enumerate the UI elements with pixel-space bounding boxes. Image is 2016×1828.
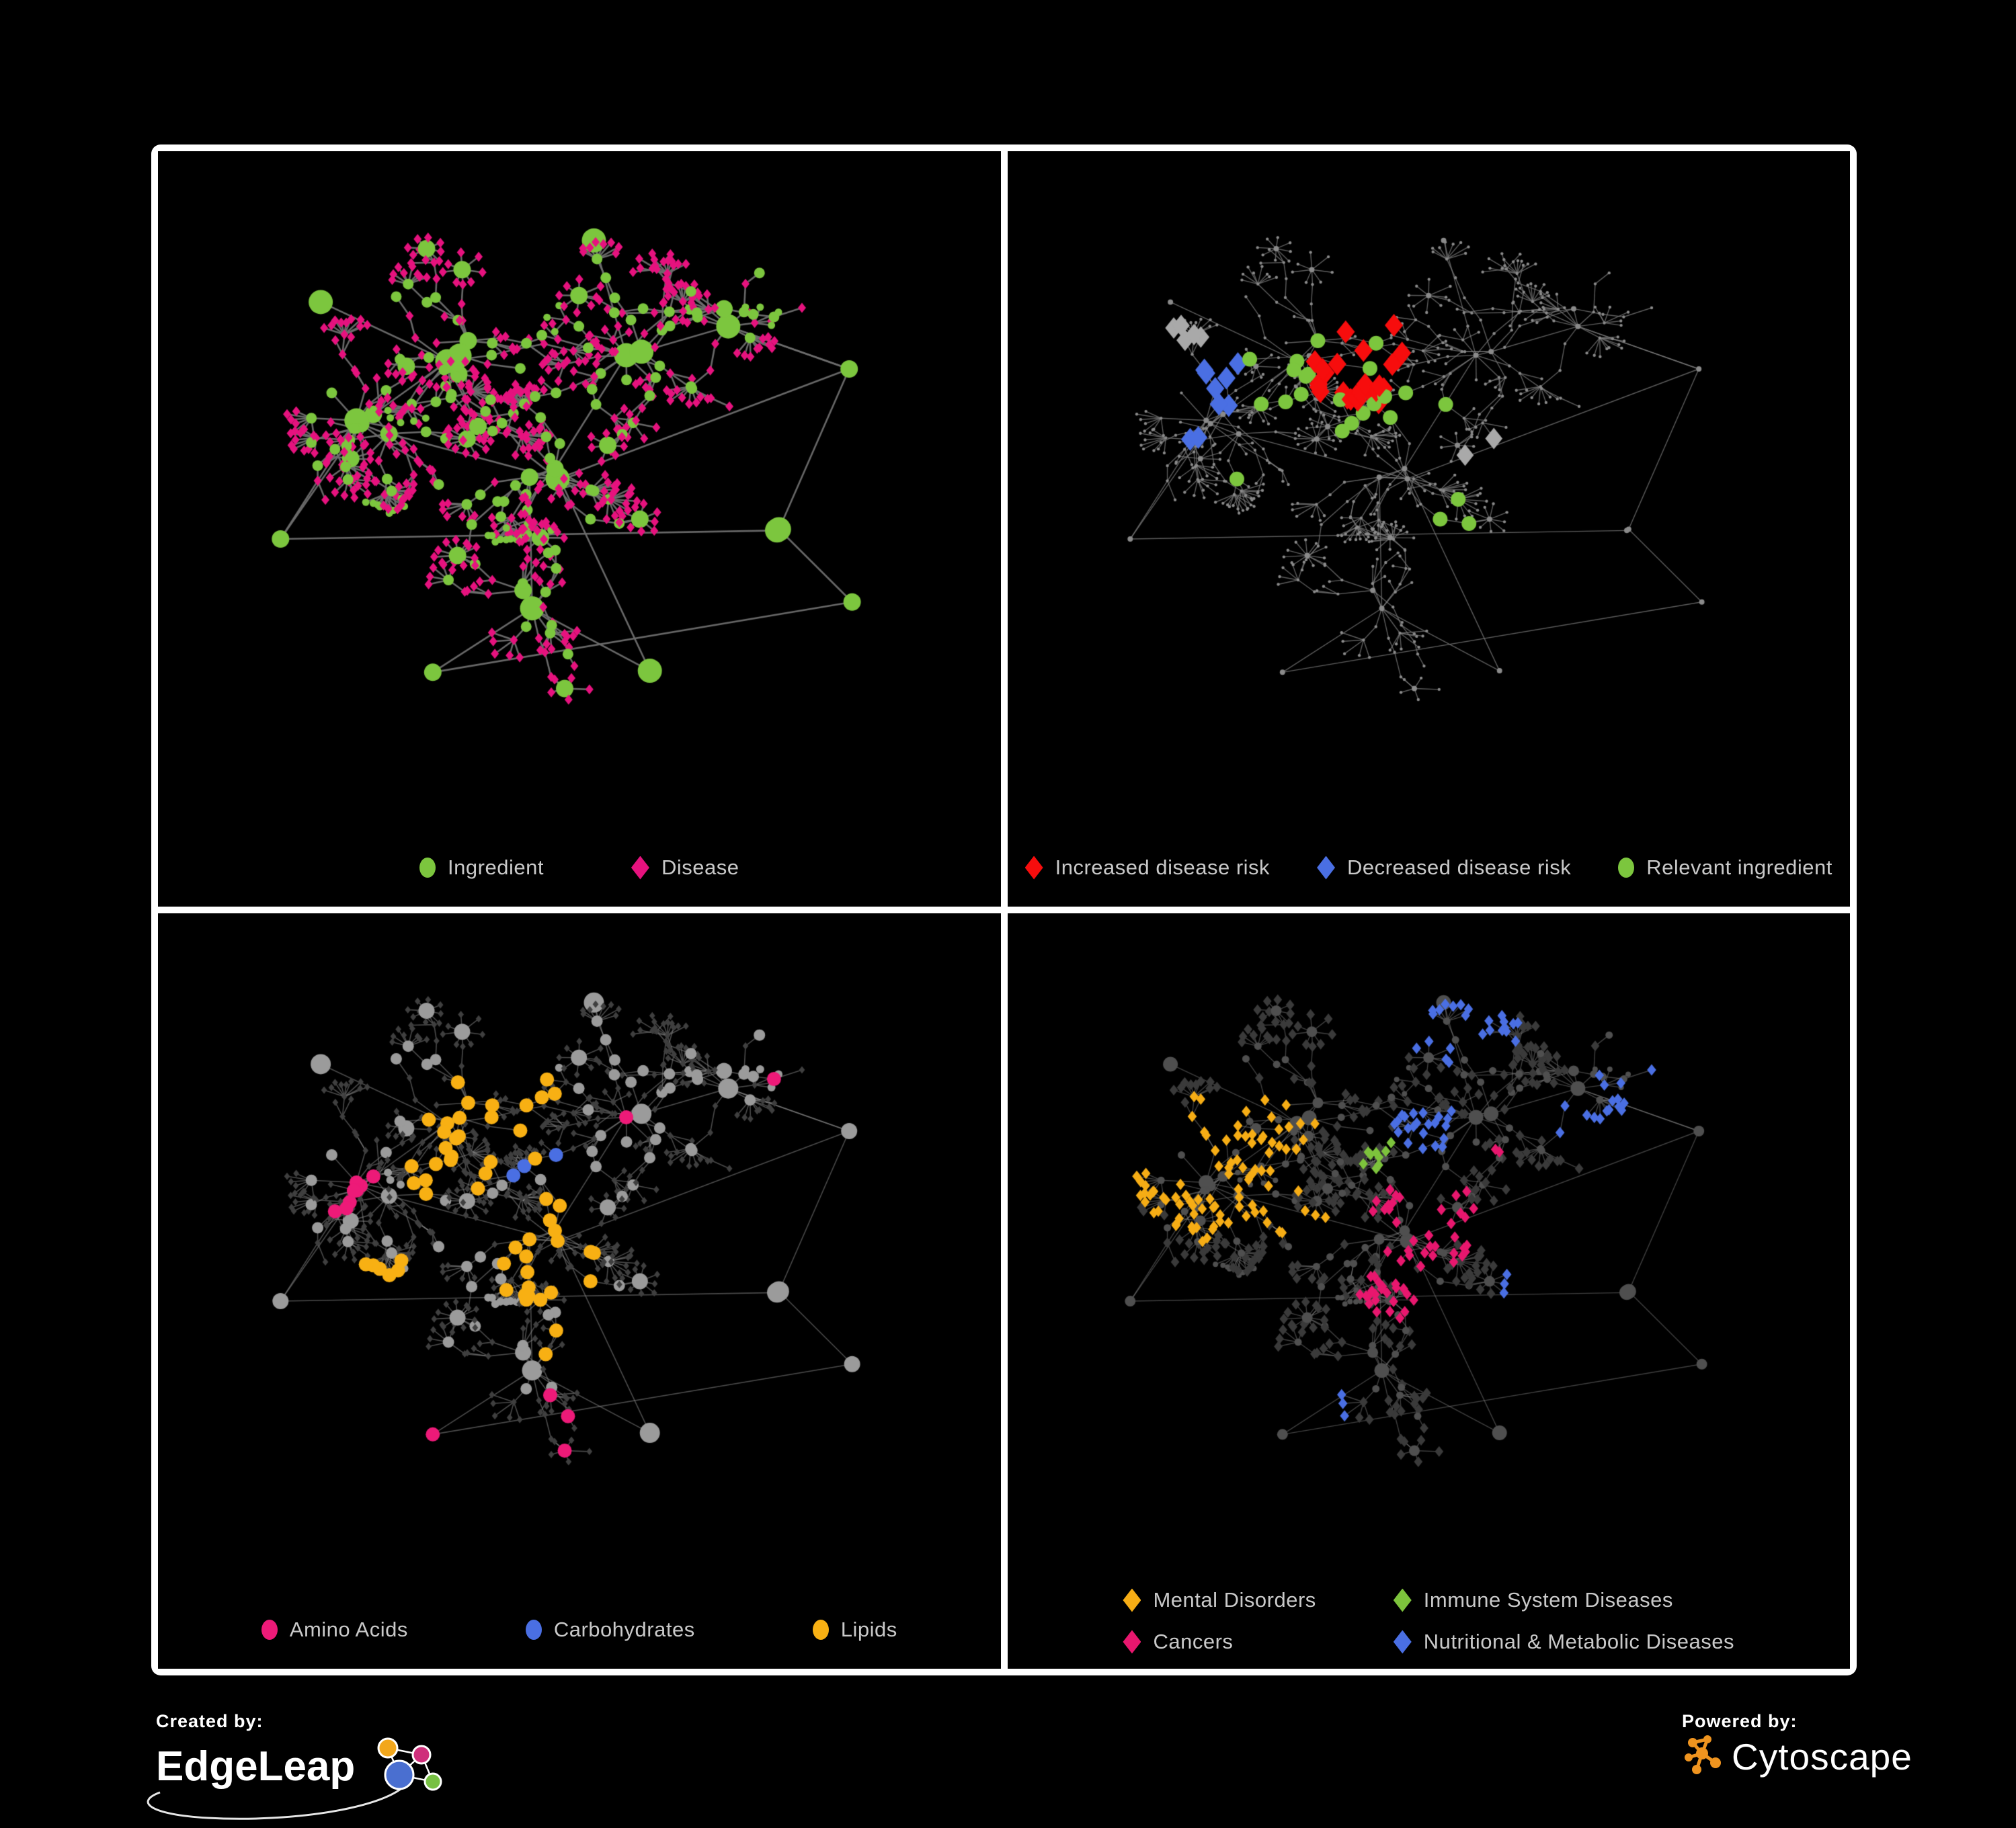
diamond-marker-icon: [1393, 1630, 1412, 1654]
legend-nutrients: Amino Acids Carbohydrates Lipids: [158, 1618, 1001, 1642]
legend-item-carbohydrates: Carbohydrates: [525, 1618, 695, 1642]
legend-label: Ingredient: [448, 856, 544, 879]
edgeleap-wordmark: EdgeLeap: [156, 1743, 356, 1790]
edgeleap-node-magenta: [411, 1745, 432, 1765]
legend-item-increased-disease-risk: Increased disease risk: [1024, 856, 1271, 880]
legend-item-relevant-ingredient: Relevant ingredient: [1618, 856, 1832, 880]
legend-label: Immune System Diseases: [1423, 1588, 1673, 1612]
panel-disease-risk: Increased disease risk Decreased disease …: [1007, 151, 1851, 907]
legend-item-mental-disorders: Mental Disorders: [1123, 1588, 1316, 1612]
circle-marker-icon: [419, 858, 436, 878]
legend-label: Lipids: [840, 1618, 897, 1641]
network-canvas-ingredient-disease: [158, 151, 1001, 907]
edgeleap-branding: Created by: EdgeLeap: [147, 1711, 452, 1820]
diamond-marker-icon: [1123, 1588, 1141, 1612]
circle-marker-icon: [261, 1620, 278, 1640]
legend-label: Nutritional & Metabolic Diseases: [1423, 1630, 1735, 1653]
cytoscape-branding: Powered by: Cytoscape: [1682, 1711, 1912, 1780]
diamond-marker-icon: [1024, 856, 1043, 880]
legend-item-immune-system-diseases: Immune System Diseases: [1393, 1588, 1673, 1612]
legend-label: Mental Disorders: [1153, 1588, 1316, 1612]
edgeleap-node-green: [424, 1772, 442, 1791]
legend-label: Increased disease risk: [1055, 856, 1271, 879]
legend-label: Amino Acids: [289, 1618, 408, 1641]
panel-ingredient-disease: Ingredient Disease: [158, 151, 1001, 907]
circle-marker-icon: [812, 1620, 829, 1640]
network-canvas-nutrients: [158, 913, 1001, 1669]
legend-item-ingredient: Ingredient: [419, 856, 544, 880]
edgeleap-node-orange: [377, 1737, 399, 1759]
legend-ingredient-disease: Ingredient Disease: [158, 856, 1001, 880]
legend-label: Decreased disease risk: [1347, 856, 1572, 879]
legend-label: Disease: [661, 856, 739, 879]
legend-label: Cancers: [1153, 1630, 1234, 1653]
panel-disease-categories: Mental Disorders Immune System Diseases Ca…: [1007, 913, 1851, 1669]
legend-disease-categories: Mental Disorders Immune System Diseases Ca…: [1008, 1588, 1851, 1654]
legend-label: Relevant ingredient: [1646, 856, 1832, 879]
powered-by-label: Powered by:: [1682, 1711, 1798, 1731]
cytoscape-logo: [1685, 1735, 1721, 1774]
diamond-marker-icon: [1393, 1588, 1412, 1612]
legend-disease-risk: Increased disease risk Decreased disease …: [1008, 856, 1851, 880]
legend-item-decreased-disease-risk: Decreased disease risk: [1317, 856, 1571, 880]
legend-item-disease: Disease: [631, 856, 739, 880]
circle-marker-icon: [525, 1620, 542, 1640]
circle-marker-icon: [1618, 858, 1635, 878]
cytoscape-wordmark: Cytoscape: [1732, 1736, 1912, 1778]
legend-item-amino-acids: Amino Acids: [261, 1618, 408, 1642]
diamond-marker-icon: [1317, 856, 1336, 880]
network-canvas-disease-categories: [1007, 913, 1850, 1669]
legend-item-cancers: Cancers: [1123, 1630, 1233, 1654]
edgeleap-node-blue: [384, 1759, 415, 1790]
legend-item-lipids: Lipids: [812, 1618, 897, 1642]
network-canvas-disease-risk: [1007, 151, 1850, 907]
edgeleap-logo: [377, 1737, 442, 1791]
figure-grid: Ingredient Disease Increased disease risk…: [151, 144, 1857, 1675]
legend-label: Carbohydrates: [553, 1618, 695, 1641]
legend-item-nutritional-metabolic-diseases: Nutritional & Metabolic Diseases: [1393, 1630, 1735, 1654]
diamond-marker-icon: [1123, 1630, 1141, 1654]
created-by-label: Created by:: [156, 1711, 264, 1731]
diamond-marker-icon: [631, 856, 649, 880]
panel-nutrients: Amino Acids Carbohydrates Lipids: [158, 913, 1001, 1669]
